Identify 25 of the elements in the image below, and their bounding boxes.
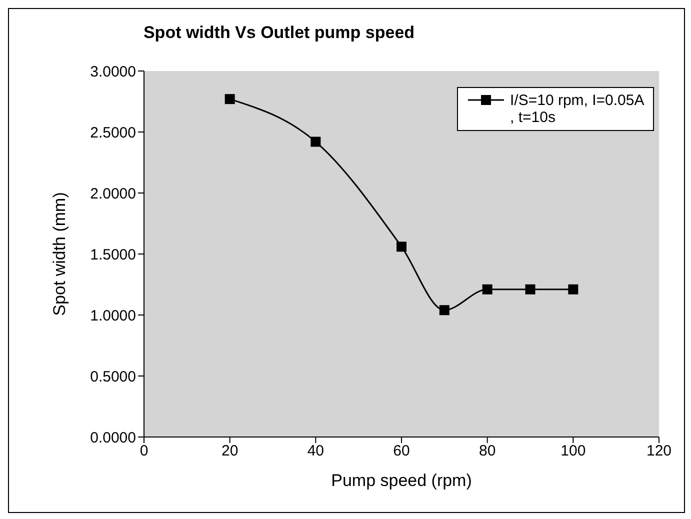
y-tick-label: 0.5000 bbox=[90, 368, 136, 386]
point bbox=[396, 242, 406, 252]
x-tick-label: 80 bbox=[478, 442, 496, 460]
chart-title: Spot width Vs Outlet pump speed bbox=[142, 23, 416, 43]
y-axis-title: Spot width (mm) bbox=[50, 192, 70, 316]
y-tick-label: 1.0000 bbox=[90, 307, 136, 324]
y-tick-label: 0.0000 bbox=[90, 429, 136, 446]
y-tick-label: 1.5000 bbox=[90, 246, 136, 264]
point bbox=[310, 136, 321, 147]
y-tick-label: 2.0000 bbox=[90, 185, 136, 202]
point bbox=[439, 305, 450, 316]
point bbox=[568, 284, 578, 294]
x-tick-label: 20 bbox=[221, 442, 238, 460]
x-axis-title: Pump speed (rpm) bbox=[331, 471, 472, 490]
x-tick-label: 40 bbox=[307, 442, 324, 460]
point bbox=[224, 94, 235, 104]
y-tick-label: 3.0000 bbox=[90, 63, 136, 80]
x-tick-label: 120 bbox=[646, 442, 672, 460]
x-tick-label: 60 bbox=[393, 442, 410, 460]
x-tick-label: 0 bbox=[140, 442, 148, 460]
legend-label: I/S=10 rpm, I=0.05A , t=10s bbox=[510, 92, 645, 126]
point bbox=[525, 284, 536, 294]
point bbox=[482, 284, 492, 294]
y-tick-label: 2.5000 bbox=[90, 124, 136, 142]
x-tick-label: 100 bbox=[560, 442, 586, 460]
